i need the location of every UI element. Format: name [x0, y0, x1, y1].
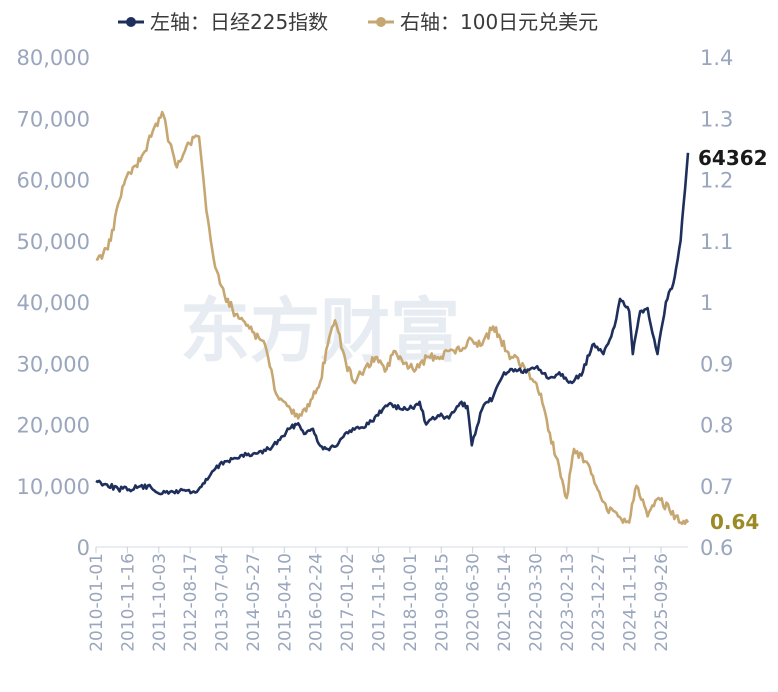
- end-value-label-nikkei: 64362: [698, 146, 768, 170]
- end-value-label-jpyusd: 0.64: [710, 510, 759, 534]
- left-axis-tick-label: 40,000: [17, 291, 90, 315]
- legend: 左轴：日经225指数 右轴：100日元兑美元: [118, 10, 598, 34]
- x-axis-tick-label: 2011-10-03: [150, 553, 170, 652]
- x-axis-tick-label: 2010-01-01: [87, 553, 107, 652]
- left-axis-tick-label: 50,000: [17, 230, 90, 254]
- legend-item-jpyusd[interactable]: 右轴：100日元兑美元: [368, 10, 598, 34]
- series-line-jpyusd: [95, 110, 690, 526]
- x-axis-tick-label: 2024-11-11: [621, 553, 641, 652]
- right-axis-tick-label: 1.2: [700, 169, 733, 193]
- x-axis-tick-label: 2015-04-10: [275, 553, 295, 652]
- legend-label-jpyusd: 右轴：100日元兑美元: [400, 10, 598, 34]
- left-axis-tick-label: 30,000: [17, 352, 90, 376]
- left-axis-tick-label: 70,000: [17, 107, 90, 131]
- x-axis-tick-label: 2021-05-14: [495, 553, 515, 652]
- right-axis-tick-label: 1: [700, 291, 713, 315]
- x-axis-tick-label: 2014-05-27: [244, 553, 264, 652]
- watermark-text: 东方财富: [180, 290, 460, 372]
- right-axis-tick-label: 0.9: [700, 352, 733, 376]
- x-axis-tick-label: 2020-06-30: [464, 553, 484, 652]
- x-axis-tick-label: 2017-11-16: [370, 553, 390, 652]
- left-axis-tick-label: 10,000: [17, 475, 90, 499]
- x-axis-tick-label: 2013-07-04: [213, 553, 233, 652]
- x-axis: 2010-01-01 2010-11-16 2011-10-03 2012-08-17…: [87, 547, 672, 652]
- series-line-nikkei: [95, 152, 690, 496]
- left-axis-tick-label: 0: [77, 536, 90, 560]
- left-axis: 0 10,000 20,000 30,000 40,000 50,000 60,000 70,…: [17, 46, 90, 560]
- right-axis-tick-label: 1.3: [700, 107, 733, 131]
- legend-label-nikkei: 左轴：日经225指数: [150, 10, 328, 34]
- left-axis-tick-label: 80,000: [17, 46, 90, 70]
- x-axis-tick-label: 2018-10-01: [401, 553, 421, 652]
- right-axis-tick-label: 0.8: [700, 414, 733, 438]
- x-axis-tick-label: 2010-11-16: [118, 553, 138, 652]
- right-axis-tick-label: 1.1: [700, 230, 733, 254]
- right-axis-tick-label: 1.4: [700, 46, 733, 70]
- x-axis-tick-label: 2025-09-26: [652, 553, 672, 652]
- legend-marker-nikkei: [126, 17, 136, 27]
- right-axis-tick-label: 0.7: [700, 475, 733, 499]
- x-axis-tick-label: 2023-12-27: [589, 553, 609, 652]
- legend-marker-jpyusd: [376, 17, 386, 27]
- x-axis-tick-label: 2016-02-24: [307, 553, 327, 652]
- x-axis-tick-label: 2017-01-02: [338, 553, 358, 652]
- legend-item-nikkei[interactable]: 左轴：日经225指数: [118, 10, 328, 34]
- right-axis: 0.6 0.7 0.8 0.9 1 1.1 1.2 1.3 1.4: [700, 46, 733, 560]
- x-axis-tick-label: 2019-08-15: [432, 553, 452, 652]
- right-axis-tick-label: 0.6: [700, 536, 733, 560]
- x-axis-tick-label: 2012-08-17: [181, 553, 201, 652]
- left-axis-tick-label: 20,000: [17, 414, 90, 438]
- x-axis-tick-label: 2023-02-13: [558, 553, 578, 652]
- x-axis-tick-label: 2022-03-30: [526, 553, 546, 652]
- left-axis-tick-label: 60,000: [17, 169, 90, 193]
